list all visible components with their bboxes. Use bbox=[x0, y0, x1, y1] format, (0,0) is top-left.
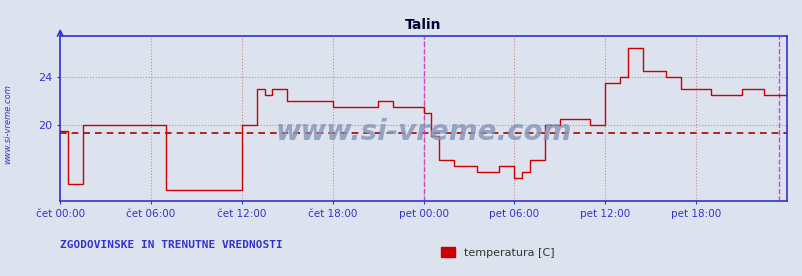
Text: www.si-vreme.com: www.si-vreme.com bbox=[3, 84, 13, 164]
Legend: temperatura [C]: temperatura [C] bbox=[436, 243, 558, 262]
Text: www.si-vreme.com: www.si-vreme.com bbox=[275, 118, 571, 146]
Title: Talin: Talin bbox=[405, 18, 441, 32]
Text: ZGODOVINSKE IN TRENUTNE VREDNOSTI: ZGODOVINSKE IN TRENUTNE VREDNOSTI bbox=[60, 240, 282, 250]
